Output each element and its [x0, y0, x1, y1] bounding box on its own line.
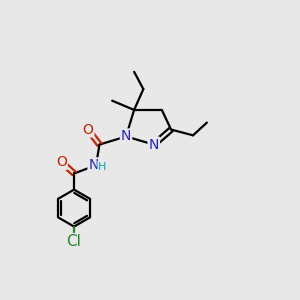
Text: Cl: Cl [67, 234, 82, 249]
Text: O: O [82, 123, 93, 136]
Text: N: N [148, 138, 159, 152]
Text: H: H [98, 161, 107, 172]
Text: N: N [121, 130, 131, 143]
Text: O: O [56, 155, 67, 169]
Text: N: N [88, 158, 99, 172]
